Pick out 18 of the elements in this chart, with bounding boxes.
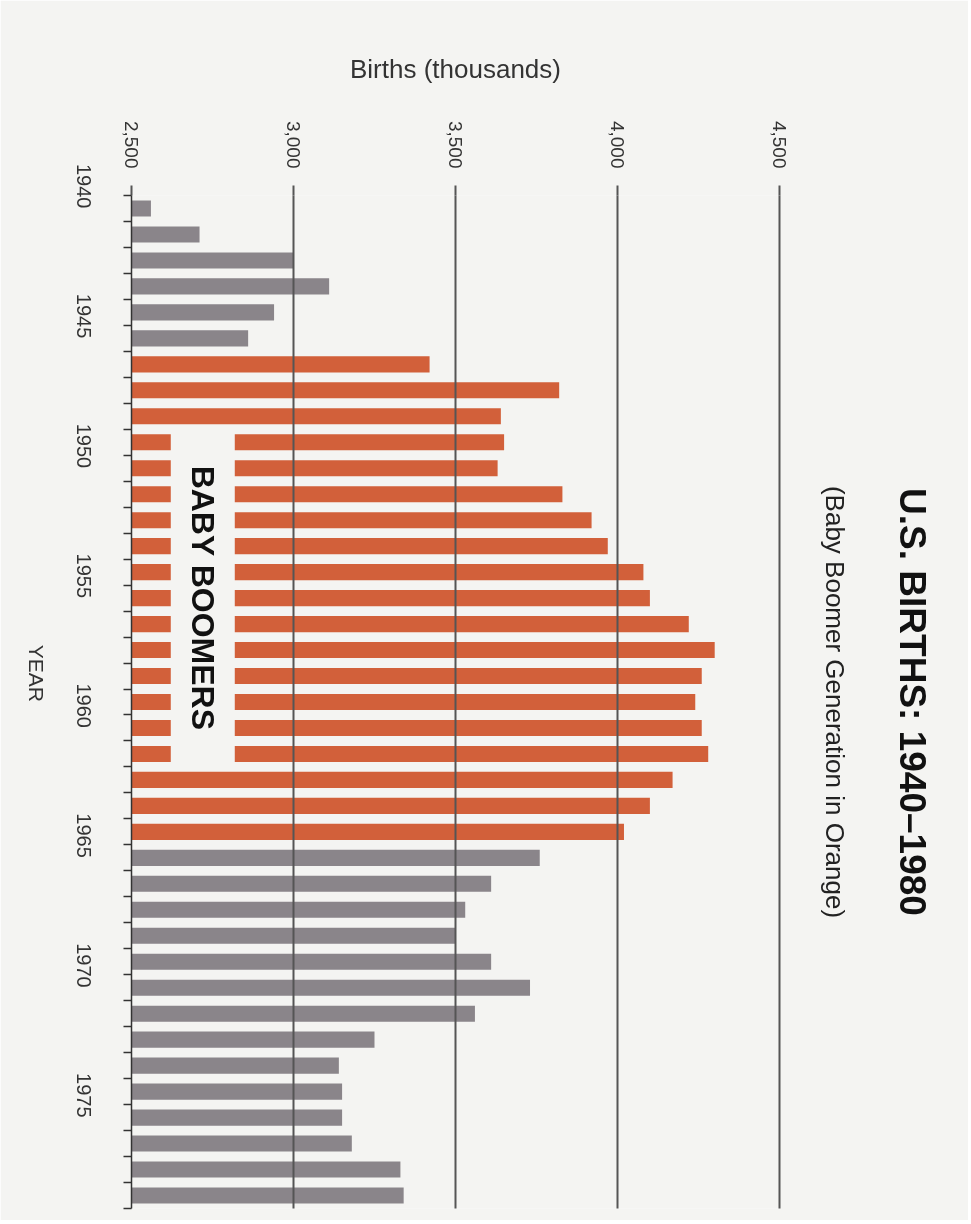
y-tick-label: 1965	[72, 813, 95, 858]
y-tick-label: 1955	[72, 553, 95, 599]
y-tick-label: 1950	[72, 423, 95, 469]
annotation: BABY BOOMERS	[184, 465, 221, 730]
x-tick-label: 3,000	[283, 120, 304, 169]
x-tick-label: 2,500	[121, 120, 142, 169]
x-tick-label: 3,500	[445, 120, 466, 169]
x-tick-label: 4,500	[769, 120, 790, 169]
text: (Baby Boomer Generation in Orange)	[819, 485, 850, 919]
x-axis-title: Births (thousands)	[350, 53, 561, 84]
text: U.S. BIRTHS: 1940–1980	[891, 488, 933, 916]
y-tick-label: 1945	[72, 293, 95, 339]
y-tick-label: 1970	[72, 943, 95, 988]
y-tick-label: 1940	[72, 163, 95, 209]
y-tick-label: 1975	[72, 1073, 95, 1118]
y-axis-title: YEAR	[25, 644, 48, 702]
x-tick-label: 4,000	[607, 120, 628, 169]
y-tick-label: 1960	[72, 683, 95, 728]
